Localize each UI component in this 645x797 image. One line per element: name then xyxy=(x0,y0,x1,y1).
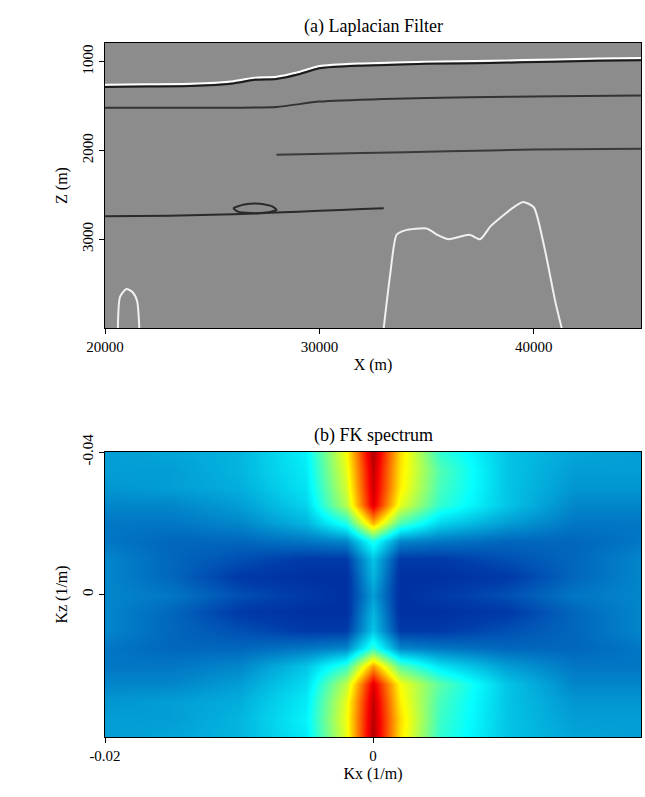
svg-text:(a) Laplacian Filter: (a) Laplacian Filter xyxy=(304,16,443,37)
svg-text:1000: 1000 xyxy=(80,44,96,74)
svg-text:3000: 3000 xyxy=(80,222,96,252)
svg-text:2000: 2000 xyxy=(80,133,96,163)
svg-text:40000: 40000 xyxy=(515,339,553,355)
svg-text:20000: 20000 xyxy=(86,339,124,355)
svg-text:-0.04: -0.04 xyxy=(80,434,96,466)
svg-text:Kx (1/m): Kx (1/m) xyxy=(343,765,402,783)
svg-text:0: 0 xyxy=(369,748,377,764)
svg-text:X (m): X (m) xyxy=(354,356,393,374)
svg-text:(b) FK spectrum: (b) FK spectrum xyxy=(314,425,433,446)
svg-text:Kz (1/m): Kz (1/m) xyxy=(53,565,71,623)
svg-text:30000: 30000 xyxy=(301,339,339,355)
svg-text:0: 0 xyxy=(80,589,96,597)
svg-text:Z (m): Z (m) xyxy=(53,167,71,204)
svg-text:-0.02: -0.02 xyxy=(89,748,120,764)
